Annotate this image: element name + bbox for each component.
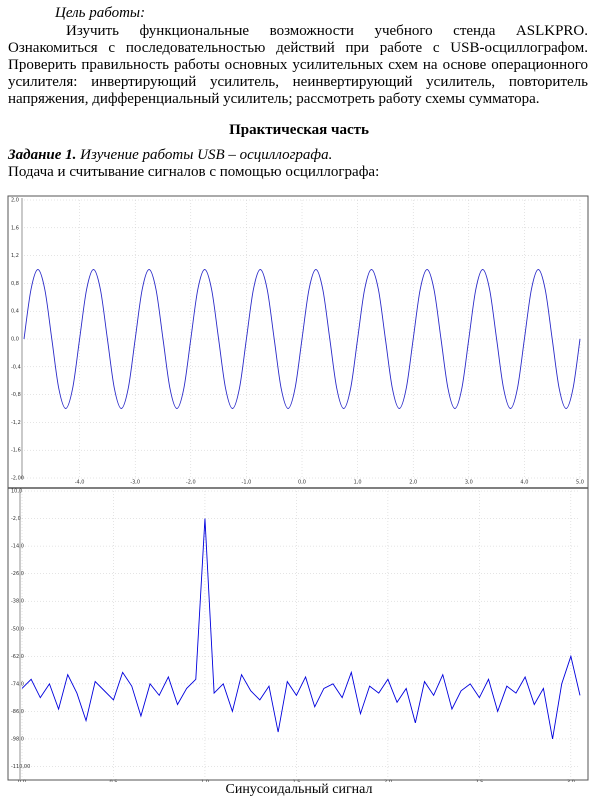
task-heading: Задание 1. Изучение работы USB – осцилло… xyxy=(8,147,332,164)
y-tick-label: 0,8 xyxy=(11,281,19,287)
x-tick-label: 3,0 xyxy=(465,480,473,486)
x-tick-label: -4,0 xyxy=(75,480,85,486)
x-tick-label: 5,0 xyxy=(576,480,584,486)
task-title: Изучение работы USB – осциллографа. xyxy=(80,147,333,163)
y-tick-label: -98,0 xyxy=(11,736,24,742)
y-tick-label: 1,2 xyxy=(11,253,19,259)
y-tick-label: -2,00 xyxy=(11,476,24,482)
y-tick-label: -74,0 xyxy=(11,681,24,687)
goal-label: Цель работы: xyxy=(55,5,146,21)
y-tick-label: 2,0 xyxy=(11,198,19,204)
y-tick-label: 10,0 xyxy=(11,489,22,495)
section-title: Практическая часть xyxy=(229,122,369,138)
x-tick-label: 0,0 xyxy=(298,480,306,486)
y-tick-label: -110,00 xyxy=(11,764,30,770)
x-tick-label: -3,0 xyxy=(130,480,140,486)
y-tick-label: -62,0 xyxy=(11,654,24,660)
x-tick-label: -2,0 xyxy=(186,480,196,486)
y-tick-label: -1,6 xyxy=(11,448,21,454)
x-tick-label: 1,0 xyxy=(354,480,362,486)
y-tick-label: -86,0 xyxy=(11,709,24,715)
y-tick-label: 1,6 xyxy=(11,225,19,231)
y-tick-label: -14,0 xyxy=(11,544,24,550)
y-tick-label: -2,0 xyxy=(11,516,21,522)
x-tick-label: 1,5 xyxy=(292,780,300,783)
x-tick-label: 0,5 xyxy=(109,780,117,783)
x-tick-label: 1,0 xyxy=(201,780,209,783)
goal-text: Изучить функциональные возможности учебн… xyxy=(8,23,588,107)
figure: 2,0 1,6 1,2 0,8 0,4 0,0 -0,4 -0,8 -1,2 -1,6 -2,00 -… xyxy=(7,195,589,783)
y-tick-label: 0,4 xyxy=(11,309,19,315)
y-tick-label: -26,0 xyxy=(11,571,24,577)
y-tick-label: -0,8 xyxy=(11,392,21,398)
x-tick-label: 3,0 xyxy=(567,780,575,783)
x-tick-label: 2,0 xyxy=(409,480,417,486)
signal-line xyxy=(21,518,581,740)
y-tick-label: -50,0 xyxy=(11,626,24,632)
task-text: Подача и считывание сигналов с помощью о… xyxy=(8,164,380,180)
signal-line xyxy=(23,269,581,409)
x-tick-label: -1,0 xyxy=(242,480,252,486)
task-label: Задание 1. xyxy=(8,147,77,163)
y-tick-label: -1,2 xyxy=(11,420,21,426)
x-tick-label: 0,0 xyxy=(18,780,26,783)
x-tick-label: 2,0 xyxy=(384,780,392,783)
y-tick-label: 0,0 xyxy=(11,337,19,343)
x-tick-label: 2,5 xyxy=(475,780,483,783)
x-tick-label: 4,0 xyxy=(520,480,528,486)
y-tick-label: -0,4 xyxy=(11,364,21,370)
caption: Синусоидальный сигнал xyxy=(225,782,373,797)
y-tick-label: -38,0 xyxy=(11,599,24,605)
